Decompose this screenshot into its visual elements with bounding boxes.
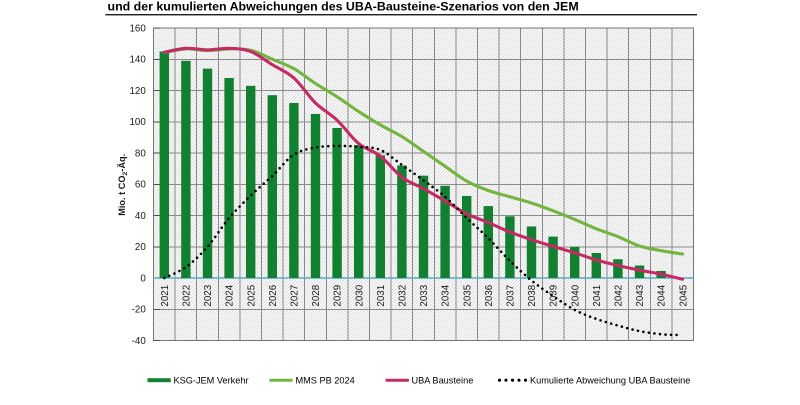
svg-text:2027: 2027 — [290, 285, 301, 307]
svg-text:2032: 2032 — [398, 285, 409, 307]
svg-text:0: 0 — [140, 273, 146, 284]
svg-text:-40: -40 — [132, 336, 147, 347]
svg-text:2023: 2023 — [203, 284, 214, 306]
svg-text:2044: 2044 — [657, 284, 668, 306]
svg-text:2025: 2025 — [246, 284, 257, 306]
svg-text:2040: 2040 — [570, 284, 581, 306]
svg-text:2031: 2031 — [376, 285, 387, 307]
svg-text:2042: 2042 — [614, 285, 625, 307]
svg-text:UBA Bausteine: UBA Bausteine — [412, 376, 474, 386]
svg-text:120: 120 — [129, 86, 146, 97]
svg-text:2029: 2029 — [333, 285, 344, 307]
svg-text:2035: 2035 — [462, 284, 473, 306]
svg-text:2043: 2043 — [635, 284, 646, 306]
svg-text:2021: 2021 — [160, 285, 171, 307]
svg-text:60: 60 — [135, 180, 146, 191]
svg-text:2030: 2030 — [354, 284, 365, 306]
svg-text:2024: 2024 — [225, 284, 236, 306]
svg-text:20: 20 — [135, 242, 146, 253]
svg-text:2026: 2026 — [268, 284, 279, 306]
svg-text:2033: 2033 — [419, 284, 430, 306]
svg-text:2041: 2041 — [592, 285, 603, 307]
svg-text:140: 140 — [129, 55, 146, 66]
svg-text:Kumulierte Abweichung UBA Baus: Kumulierte Abweichung UBA Bausteine — [530, 376, 690, 386]
svg-text:-20: -20 — [132, 305, 147, 316]
svg-text:100: 100 — [129, 117, 146, 128]
svg-text:2039: 2039 — [549, 285, 560, 307]
svg-text:2022: 2022 — [182, 285, 193, 307]
svg-text:40: 40 — [135, 211, 146, 222]
svg-text:2036: 2036 — [484, 284, 495, 306]
svg-text:KSG-JEM Verkehr: KSG-JEM Verkehr — [174, 376, 249, 386]
svg-text:2034: 2034 — [441, 284, 452, 306]
svg-text:2037: 2037 — [506, 285, 517, 307]
svg-text:2028: 2028 — [311, 284, 322, 306]
svg-text:160: 160 — [129, 23, 146, 34]
svg-text:und der kumulierten Abweichung: und der kumulierten Abweichungen des UBA… — [108, 0, 579, 13]
svg-text:80: 80 — [135, 148, 146, 159]
svg-text:MMS PB 2024: MMS PB 2024 — [296, 376, 355, 386]
svg-text:2045: 2045 — [678, 284, 689, 306]
svg-text:Mio. t CO2-Äq.: Mio. t CO2-Äq. — [117, 154, 129, 216]
svg-text:2038: 2038 — [527, 284, 538, 306]
